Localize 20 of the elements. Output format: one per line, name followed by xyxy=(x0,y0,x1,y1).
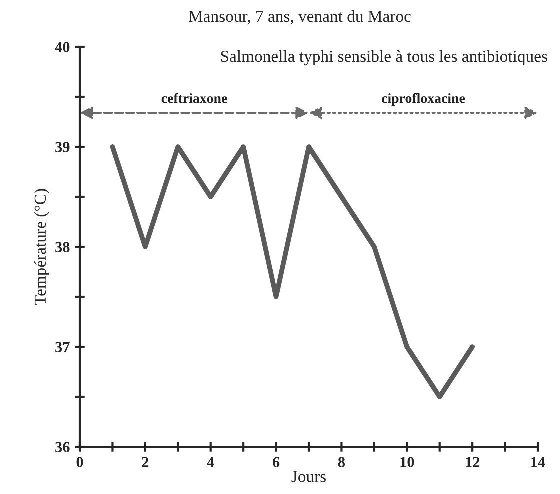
chart-subtitle: Salmonella typhi sensible à tous les antibiotiques xyxy=(221,50,548,66)
y-tick-label: 36 xyxy=(56,442,70,452)
y-tick-label: 38 xyxy=(56,242,70,252)
annotation: ceftriaxone xyxy=(162,93,228,104)
x-tick-label: 14 xyxy=(532,457,546,468)
y-axis-title: Température (°C) xyxy=(34,189,50,306)
x-tick-label: 8 xyxy=(338,457,346,468)
line-series xyxy=(110,144,475,400)
x-tick-label: 10 xyxy=(400,457,414,468)
chart-title: Mansour, 7 ans, venant du Maroc xyxy=(189,10,411,25)
y-tick-label: 40 xyxy=(55,42,70,52)
x-tick-label: 4 xyxy=(207,457,214,468)
x-tick-label: 6 xyxy=(272,457,280,468)
y-tick-label: 39 xyxy=(56,142,70,152)
x-tick-label: 12 xyxy=(466,457,480,468)
annotation: ciprofloxacine xyxy=(382,93,466,106)
y-tick-label: 37 xyxy=(56,342,70,352)
x-tick-label: 0 xyxy=(76,457,84,468)
x-axis-title: Jours xyxy=(292,471,326,482)
x-tick-label: 2 xyxy=(142,457,149,468)
